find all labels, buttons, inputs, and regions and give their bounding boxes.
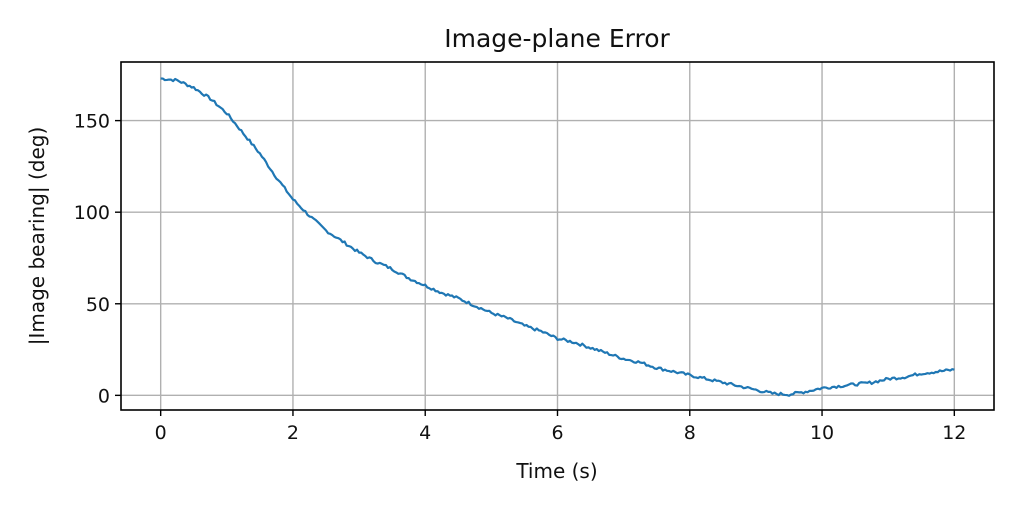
y-tick-label: 100 (74, 202, 110, 224)
x-tick-label: 10 (810, 422, 834, 444)
x-axis-label: Time (s) (515, 459, 597, 483)
grid-lines (121, 62, 994, 410)
plot-frame (120, 61, 995, 411)
chart-title: Image-plane Error (444, 24, 670, 53)
y-tick-label: 150 (74, 111, 110, 133)
y-tick-label: 0 (98, 385, 110, 407)
y-tick-label: 50 (86, 294, 110, 316)
series-line (160, 77, 955, 397)
series-layer (160, 77, 955, 397)
y-axis-label: |Image bearing| (deg) (25, 127, 49, 346)
x-tick-label: 2 (287, 422, 299, 444)
x-tick-label: 4 (419, 422, 431, 444)
x-tick-label: 6 (551, 422, 563, 444)
x-tick-label: 0 (155, 422, 167, 444)
x-tick-label: 12 (942, 422, 966, 444)
axis-ticks: 0 2 4 6 8 10 12 0 50 100 150 (74, 111, 967, 444)
x-tick-label: 8 (684, 422, 696, 444)
